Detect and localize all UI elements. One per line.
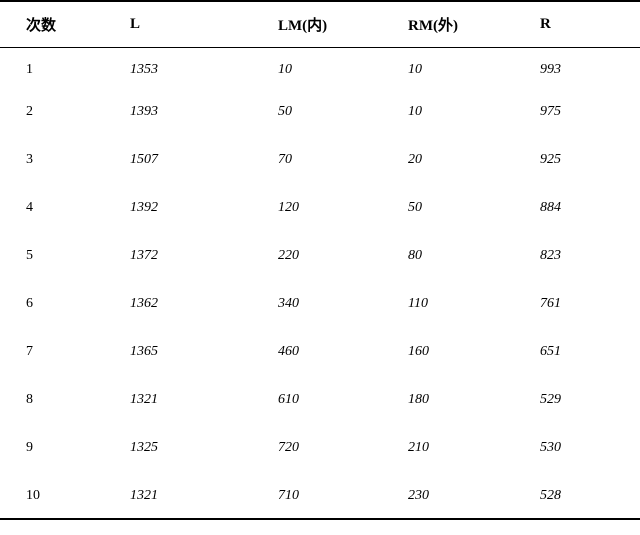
cell-rm: 10 <box>408 48 540 97</box>
cell-rm: 80 <box>408 240 540 288</box>
table-row: 2 1393 50 10 975 <box>0 96 640 144</box>
cell-index: 4 <box>0 192 130 240</box>
col-header-l: L <box>130 1 278 48</box>
cell-r: 975 <box>540 96 640 144</box>
table-row: 4 1392 120 50 884 <box>0 192 640 240</box>
cell-index: 2 <box>0 96 130 144</box>
cell-r: 530 <box>540 432 640 480</box>
cell-index: 6 <box>0 288 130 336</box>
cell-rm: 180 <box>408 384 540 432</box>
cell-l: 1393 <box>130 96 278 144</box>
cell-l: 1365 <box>130 336 278 384</box>
cell-l: 1353 <box>130 48 278 97</box>
cell-lm: 10 <box>278 48 408 97</box>
table-row: 5 1372 220 80 823 <box>0 240 640 288</box>
cell-index: 1 <box>0 48 130 97</box>
table-row: 10 1321 710 230 528 <box>0 480 640 519</box>
cell-l: 1507 <box>130 144 278 192</box>
cell-index: 9 <box>0 432 130 480</box>
table-row: 6 1362 340 110 761 <box>0 288 640 336</box>
cell-lm: 70 <box>278 144 408 192</box>
cell-index: 5 <box>0 240 130 288</box>
table-row: 1 1353 10 10 993 <box>0 48 640 97</box>
cell-rm: 110 <box>408 288 540 336</box>
cell-r: 761 <box>540 288 640 336</box>
cell-lm: 120 <box>278 192 408 240</box>
cell-r: 993 <box>540 48 640 97</box>
cell-r: 651 <box>540 336 640 384</box>
cell-l: 1321 <box>130 480 278 519</box>
cell-l: 1321 <box>130 384 278 432</box>
cell-lm: 610 <box>278 384 408 432</box>
cell-r: 884 <box>540 192 640 240</box>
cell-index: 8 <box>0 384 130 432</box>
cell-rm: 210 <box>408 432 540 480</box>
cell-rm: 230 <box>408 480 540 519</box>
cell-rm: 50 <box>408 192 540 240</box>
cell-l: 1362 <box>130 288 278 336</box>
col-header-lm: LM(内) <box>278 1 408 48</box>
table-row: 7 1365 460 160 651 <box>0 336 640 384</box>
table-row: 3 1507 70 20 925 <box>0 144 640 192</box>
cell-rm: 160 <box>408 336 540 384</box>
table-row: 9 1325 720 210 530 <box>0 432 640 480</box>
data-table: 次数 L LM(内) RM(外) R 1 1353 10 10 993 2 13… <box>0 0 640 520</box>
col-header-r: R <box>540 1 640 48</box>
table-header-row: 次数 L LM(内) RM(外) R <box>0 1 640 48</box>
cell-r: 528 <box>540 480 640 519</box>
cell-lm: 460 <box>278 336 408 384</box>
col-header-rm: RM(外) <box>408 1 540 48</box>
cell-lm: 50 <box>278 96 408 144</box>
cell-lm: 340 <box>278 288 408 336</box>
cell-lm: 710 <box>278 480 408 519</box>
cell-r: 925 <box>540 144 640 192</box>
cell-lm: 720 <box>278 432 408 480</box>
cell-index: 7 <box>0 336 130 384</box>
cell-l: 1392 <box>130 192 278 240</box>
cell-index: 10 <box>0 480 130 519</box>
cell-rm: 20 <box>408 144 540 192</box>
cell-l: 1325 <box>130 432 278 480</box>
cell-r: 529 <box>540 384 640 432</box>
cell-l: 1372 <box>130 240 278 288</box>
cell-rm: 10 <box>408 96 540 144</box>
col-header-index: 次数 <box>0 1 130 48</box>
cell-lm: 220 <box>278 240 408 288</box>
cell-r: 823 <box>540 240 640 288</box>
cell-index: 3 <box>0 144 130 192</box>
table-row: 8 1321 610 180 529 <box>0 384 640 432</box>
